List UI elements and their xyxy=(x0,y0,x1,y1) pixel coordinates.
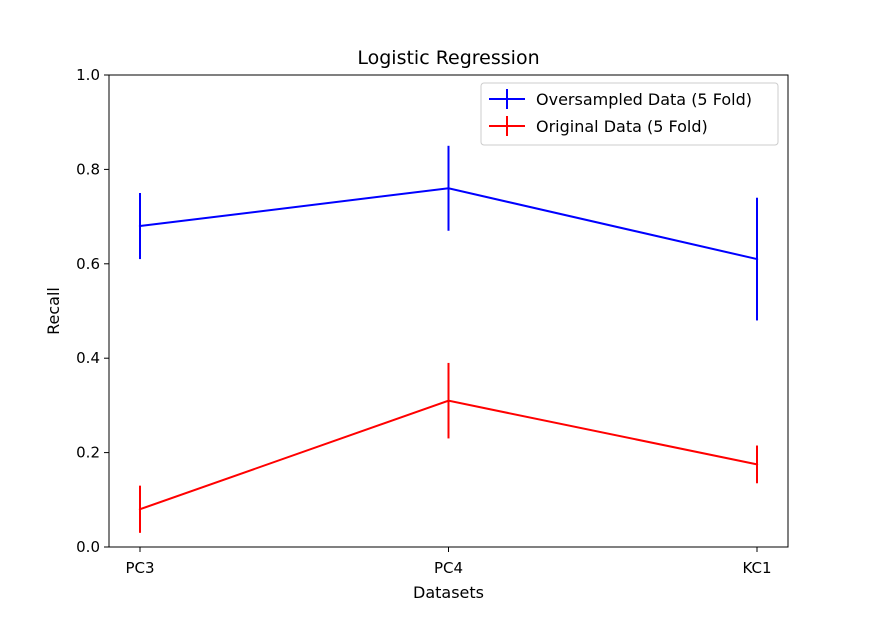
y-tick-label: 0.0 xyxy=(76,538,100,556)
data-point xyxy=(138,224,142,228)
x-tick-label: KC1 xyxy=(742,559,771,577)
data-point xyxy=(447,187,450,190)
x-axis-label: Datasets xyxy=(413,583,484,602)
legend-item: Oversampled Data (5 Fold) xyxy=(489,89,752,109)
data-point xyxy=(755,463,759,466)
x-axis: PC3 PC4 KC1 xyxy=(125,547,772,577)
y-axis: 0.0 0.2 0.4 0.6 0.8 1.0 xyxy=(76,66,109,556)
legend-label: Original Data (5 Fold) xyxy=(536,117,708,136)
y-tick-label: 0.6 xyxy=(76,255,100,273)
y-tick-label: 1.0 xyxy=(76,66,100,84)
legend-box xyxy=(480,82,779,146)
chart-title: Logistic Regression xyxy=(357,47,539,69)
y-tick-label: 0.4 xyxy=(76,349,100,367)
plot-frame xyxy=(108,74,789,548)
y-tick-label: 0.8 xyxy=(76,160,100,178)
x-tick-label: PC4 xyxy=(434,559,463,577)
data-point xyxy=(138,508,142,511)
legend-item: Original Data (5 Fold) xyxy=(489,116,708,136)
x-tick-label: PC3 xyxy=(125,559,154,577)
y-axis-label: Recall xyxy=(44,287,63,335)
series-2 xyxy=(138,362,759,533)
legend: Oversampled Data (5 Fold) Original Data (… xyxy=(480,82,779,146)
data-point xyxy=(447,399,450,402)
y-tick-label: 0.2 xyxy=(76,444,100,462)
data-point xyxy=(755,257,759,261)
legend-label: Oversampled Data (5 Fold) xyxy=(536,90,752,109)
series-layer xyxy=(138,145,759,533)
series-1 xyxy=(138,145,759,321)
